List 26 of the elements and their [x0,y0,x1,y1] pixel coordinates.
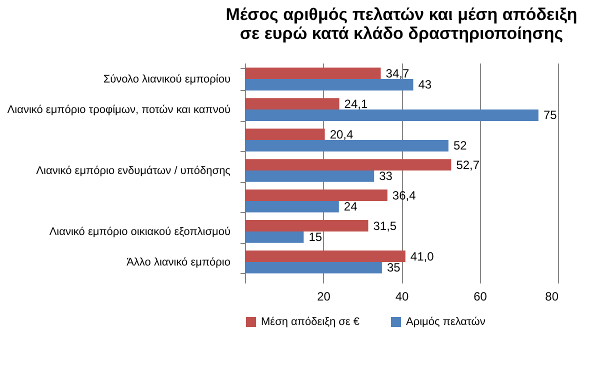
x-tick-label: 20 [317,290,331,304]
y-tick-label: Λιανικό εμπόριο ενδυμάτων / υπόδησης [36,165,230,177]
y-tick-label: Λιανικό εμπόριο οικιακού εξοπλισμού [49,226,230,238]
data-label: 75 [543,108,558,122]
y-tick-label: Λιανικό εμπόριο τροφίμων, ποτών και καπνού [7,104,230,116]
data-label: 52,7 [456,158,480,172]
data-label: 43 [418,78,432,92]
data-label: 24 [344,200,358,214]
y-tick-label: Σύνολο λιανικού εμπορίου [103,74,230,86]
chart-title: Μέσος αριθμός πελατών και μέση απόδειξη σε ευρώ κατά κλάδο δραστηριοποίησης [226,5,578,43]
data-label: 33 [379,169,393,184]
legend-label: Αριμός πελατών [406,316,486,328]
x-tick-label: 40 [395,290,409,304]
x-tick-label: 60 [474,290,488,304]
y-tick-label: Άλλο λιανικό εμπόριο [126,256,230,268]
x-tick-label: 80 [545,290,559,304]
data-label: 31,5 [373,218,397,233]
data-label: 35 [386,260,401,275]
data-label: 34,7 [386,66,410,80]
legend-label: Μέση απόδειξη σε € [261,316,360,328]
data-label: 15 [308,230,322,244]
data-label: 24,1 [344,96,368,111]
data-label: 20,4 [330,127,354,142]
data-label: 36,4 [392,188,416,202]
data-label: 41,0 [410,249,434,264]
data-label: 52 [453,138,468,153]
